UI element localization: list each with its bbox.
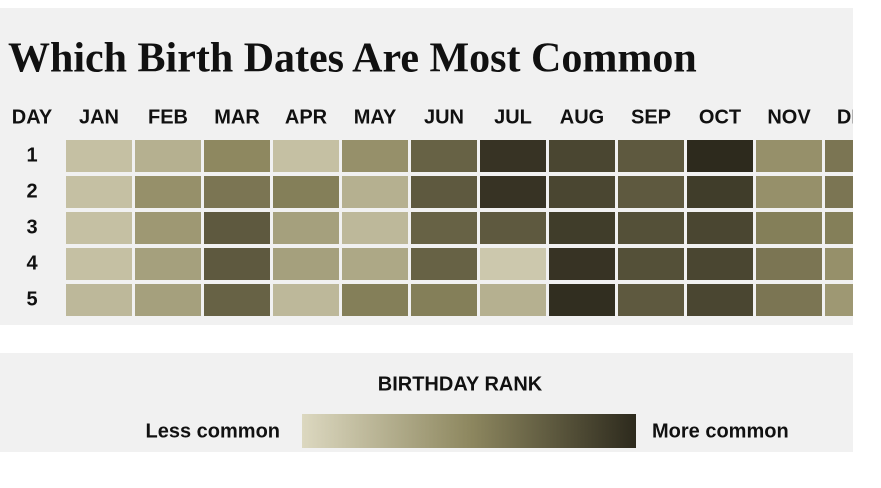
cell [273,140,339,172]
x-tick-label: JUN [424,106,464,128]
cell [411,248,477,280]
x-tick-label: OCT [699,106,741,128]
legend-high: More common [652,420,789,442]
legend-low: Less common [146,420,280,442]
cell [825,176,853,208]
cell [756,140,822,172]
cell [342,248,408,280]
x-tick-label: MAR [214,106,260,128]
y-tick-label: 3 [26,216,37,238]
cell [66,176,132,208]
cell [135,212,201,244]
cell [66,248,132,280]
cell [411,212,477,244]
cell [825,284,853,316]
cell [411,140,477,172]
cell [342,140,408,172]
cell [411,176,477,208]
x-tick-label: FEB [148,106,188,128]
legend-gradient [302,414,636,448]
cell [273,248,339,280]
x-tick-label: DEC [837,106,879,128]
cell [618,212,684,244]
x-tick-label: APR [285,106,328,128]
y-axis-label: DAY [12,106,53,128]
cell [549,284,615,316]
y-tick-label: 2 [26,180,37,202]
cell [135,140,201,172]
chart-title: Which Birth Dates Are Most Common [8,36,697,82]
cell [480,212,546,244]
cell [204,140,270,172]
cell [825,140,853,172]
cell [618,140,684,172]
cell [204,212,270,244]
cell [825,212,853,244]
cell [549,212,615,244]
x-tick-label: JAN [79,106,119,128]
cell [756,284,822,316]
cell [480,140,546,172]
x-tick-label: NOV [767,106,811,128]
cell [204,284,270,316]
x-tick-label: JUL [494,106,532,128]
cell [756,212,822,244]
cell [411,284,477,316]
cell [756,176,822,208]
cell [756,248,822,280]
cell [66,284,132,316]
y-tick-label: 4 [26,252,38,274]
cell [549,140,615,172]
cell [687,140,753,172]
cell [273,212,339,244]
x-tick-label: MAY [354,106,397,128]
cell [687,248,753,280]
cell [135,284,201,316]
cell [549,248,615,280]
cell [66,212,132,244]
legend-title: BIRTHDAY RANK [378,373,543,395]
cell [342,176,408,208]
x-tick-label: SEP [631,106,671,128]
y-tick-label: 5 [26,288,37,310]
cell [342,284,408,316]
cell [549,176,615,208]
cell [204,248,270,280]
cell [480,248,546,280]
cell [687,212,753,244]
cell [687,284,753,316]
cell [342,212,408,244]
cell [687,176,753,208]
cell [135,248,201,280]
cell [273,176,339,208]
cell [480,176,546,208]
cell [618,176,684,208]
y-tick-label: 1 [26,144,37,166]
cell [618,284,684,316]
cell [273,284,339,316]
cell [135,176,201,208]
cell [618,248,684,280]
heatmap: Which Birth Dates Are Most Common DAY JA… [8,36,879,316]
x-tick-label: AUG [560,106,604,128]
cell [480,284,546,316]
cell [204,176,270,208]
cell [66,140,132,172]
cell [825,248,853,280]
